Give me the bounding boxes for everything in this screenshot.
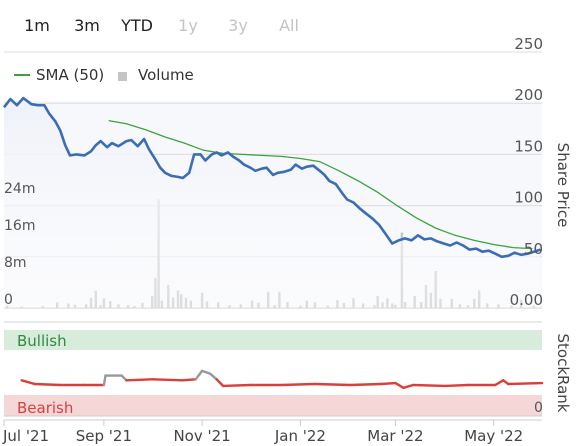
range-button-3y[interactable]: 3y <box>228 16 248 35</box>
x-axis: Jul '21 Sep '21 Nov '21 Jan '22 Mar '22 May '… <box>2 419 542 445</box>
price-tick-label: 50 <box>524 240 543 258</box>
price-axis-title: Share Price <box>554 143 572 228</box>
volume-tick-label: 16m <box>4 218 35 234</box>
stockrank-segment <box>279 382 317 387</box>
range-button-ytd[interactable]: YTD <box>120 16 153 35</box>
stockrank-segment <box>444 383 470 388</box>
stockrank-segment <box>379 381 397 386</box>
stockrank-segment <box>102 374 107 387</box>
volume-tick-label: 8m <box>4 255 27 271</box>
price-area <box>4 98 541 308</box>
stockrank-segment <box>20 379 36 386</box>
price-tick-label: 0.00 <box>510 291 543 309</box>
x-tick-label: Nov '21 <box>173 427 230 445</box>
x-tick-label: Sep '21 <box>76 427 132 445</box>
volume-tick-label: 24m <box>4 181 35 197</box>
stockrank-segment <box>494 379 505 387</box>
price-line <box>2 96 541 259</box>
stockrank-segment <box>394 381 405 389</box>
stockrank-line <box>20 369 544 389</box>
stockrank-segment <box>411 383 447 388</box>
stockrank-segment <box>194 369 204 381</box>
volume-tick-label: 0 <box>4 292 13 308</box>
bearish-label: Bearish <box>17 399 73 417</box>
x-tick-label: Jul '21 <box>2 427 49 445</box>
stockrank-segment <box>221 383 252 388</box>
stockrank-segment <box>125 378 154 382</box>
stockrank-segment <box>208 372 218 381</box>
volume-legend-swatch <box>118 72 127 81</box>
stockrank-segment <box>507 381 544 386</box>
stockrank-segment <box>181 378 197 382</box>
stockrank-segment <box>150 378 185 382</box>
volume-axis: 0 8m 16m 24m <box>4 181 35 308</box>
legend: SMA (50) Volume <box>14 66 194 84</box>
stockrank-segment <box>33 382 62 387</box>
bearish-band <box>4 395 542 416</box>
range-button-all[interactable]: All <box>279 16 299 35</box>
stockrank-segment <box>349 382 383 387</box>
price-axis: 0.00 50 100 150 200 250 <box>510 35 543 309</box>
range-selector: 1m 3m YTD 1y 3y All <box>24 16 299 35</box>
price-tick-label: 150 <box>514 137 543 155</box>
price-tick-label: 250 <box>514 35 543 53</box>
x-tick-label: Mar '22 <box>367 427 423 445</box>
price-tick-label: 100 <box>514 189 543 207</box>
stockrank-segment <box>200 369 212 375</box>
stockrank-zero-tick: 0 <box>534 400 543 416</box>
stockrank-panel: Bullish Bearish 0 StockRank <box>4 321 572 417</box>
range-button-1m[interactable]: 1m <box>24 16 50 35</box>
range-button-3m[interactable]: 3m <box>74 16 100 35</box>
sma-legend-label[interactable]: SMA (50) <box>36 66 104 84</box>
stockrank-segment <box>402 383 415 389</box>
stockrank-axis-title: StockRank <box>554 334 572 413</box>
stockrank-segment <box>313 382 352 387</box>
bullish-band <box>4 330 542 350</box>
x-tick-label: May '22 <box>464 427 523 445</box>
range-button-1y[interactable]: 1y <box>178 16 198 35</box>
bullish-label: Bullish <box>17 332 67 350</box>
price-tick-label: 200 <box>514 86 543 104</box>
sma-line <box>108 119 533 250</box>
volume-legend-label[interactable]: Volume <box>138 66 194 84</box>
stockrank-segment <box>215 378 225 388</box>
x-tick-label: Jan '22 <box>274 427 326 445</box>
